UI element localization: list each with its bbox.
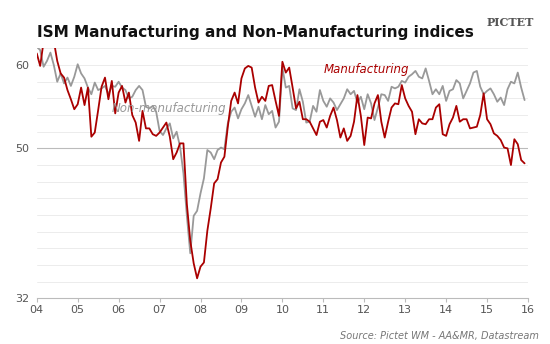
Text: Manufacturing: Manufacturing (323, 63, 409, 76)
Text: Source: Pictet WM - AA&MR, Datastream: Source: Pictet WM - AA&MR, Datastream (340, 331, 539, 341)
Text: Non-manufacturing: Non-manufacturing (112, 102, 227, 115)
Text: ISM Manufacturing and Non-Manufacturing indices: ISM Manufacturing and Non-Manufacturing … (37, 25, 474, 40)
Text: PICTET: PICTET (486, 17, 534, 28)
